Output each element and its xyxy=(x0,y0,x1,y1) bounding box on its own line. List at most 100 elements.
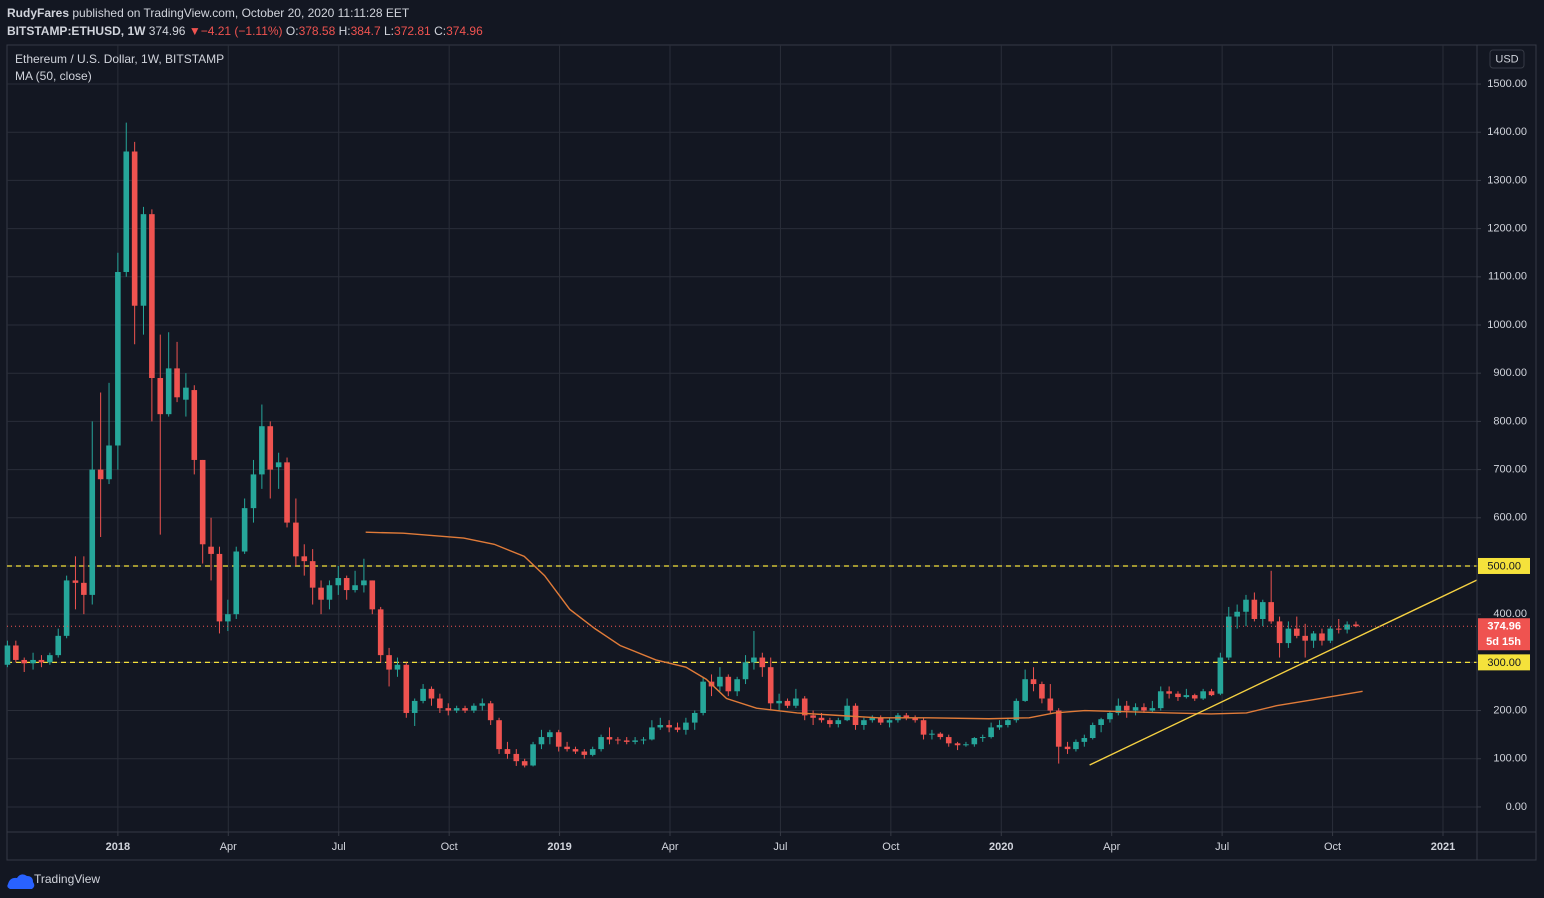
candle-body xyxy=(72,580,79,583)
candle-body xyxy=(208,546,214,554)
brand[interactable]: TradingView xyxy=(34,872,100,886)
plot xyxy=(4,45,1478,832)
level-label: 500.00 xyxy=(1487,560,1521,572)
candle-body xyxy=(1022,679,1028,701)
candle-body xyxy=(504,749,511,754)
candle-body xyxy=(318,587,324,600)
candle-body xyxy=(4,645,11,665)
ma-line xyxy=(365,531,1363,720)
candle-body xyxy=(1183,695,1190,698)
candle-body xyxy=(462,708,468,711)
candle-body xyxy=(47,655,53,663)
candle-body xyxy=(1335,628,1342,630)
candle-body xyxy=(1285,628,1292,644)
candle-body xyxy=(1302,635,1308,641)
candle-body xyxy=(335,578,342,586)
candle-body xyxy=(784,700,791,706)
y-tick-label: 800.00 xyxy=(1493,415,1527,427)
candle-body xyxy=(521,761,528,766)
candle-body xyxy=(852,705,859,726)
header-line: RudyFares published on TradingView.com, … xyxy=(7,4,483,22)
candle-body xyxy=(1200,691,1206,699)
candle-body xyxy=(1293,628,1300,636)
level-label-box xyxy=(1478,557,1530,574)
candle-body xyxy=(1047,698,1054,711)
candle-body xyxy=(301,556,308,562)
x-tick-label: 2020 xyxy=(989,841,1013,853)
candle-body xyxy=(869,717,876,721)
y-tick-label: 1300.00 xyxy=(1487,174,1527,186)
author: RudyFares xyxy=(7,6,70,20)
candle-body xyxy=(564,746,570,750)
x-tick-label: Jul xyxy=(773,841,787,853)
candle-body xyxy=(428,688,435,699)
candle-body xyxy=(361,580,367,586)
currency-button[interactable] xyxy=(1489,49,1525,69)
candle-body xyxy=(547,732,553,738)
candle-body xyxy=(81,582,87,595)
level-label-box xyxy=(1478,654,1530,671)
candle-body xyxy=(912,717,918,721)
last: 374.96 xyxy=(148,24,186,38)
candle-body xyxy=(199,459,206,545)
x-tick-label: 2021 xyxy=(1431,841,1455,853)
level-label: 300.00 xyxy=(1487,657,1521,669)
candle-body xyxy=(903,715,910,718)
x-tick-label: Apr xyxy=(661,841,678,853)
candle-body xyxy=(1039,684,1045,699)
candle-body xyxy=(1073,741,1079,750)
candle-body xyxy=(216,553,223,622)
currency[interactable]: USD xyxy=(1495,53,1518,65)
y-tick-label: 1500.00 xyxy=(1487,78,1527,90)
candle-body xyxy=(63,580,70,636)
candle-body xyxy=(453,708,460,711)
candle-body xyxy=(1234,611,1240,617)
candle-body xyxy=(165,368,172,415)
candle-body xyxy=(1166,691,1172,694)
y-tick-label: 700.00 xyxy=(1493,463,1527,475)
c-label: C: xyxy=(434,24,447,38)
h-label: H: xyxy=(338,24,351,38)
candle-body xyxy=(106,445,112,480)
candle-body xyxy=(1064,746,1071,750)
candle-body xyxy=(988,727,994,738)
candle-body xyxy=(259,426,265,475)
candle-body xyxy=(945,737,952,744)
candle-body xyxy=(1013,700,1020,721)
candle-body xyxy=(30,659,36,664)
candle-body xyxy=(386,655,392,670)
candle-body xyxy=(1123,705,1130,711)
candle-body xyxy=(963,744,969,746)
change: −4.21 (−1.11%) xyxy=(200,24,283,38)
candle-body xyxy=(377,609,384,656)
candle-body xyxy=(538,737,545,745)
y-tick-label: 400.00 xyxy=(1493,608,1527,620)
candle-body xyxy=(767,667,774,704)
candle-body xyxy=(1055,710,1062,747)
candle-body xyxy=(1115,705,1122,713)
y-tick-label: 600.00 xyxy=(1493,512,1527,524)
candle-body xyxy=(131,151,138,306)
logo[interactable] xyxy=(7,874,35,889)
candle-body xyxy=(776,700,782,704)
y-tick-label: 900.00 xyxy=(1493,367,1527,379)
candle-body xyxy=(700,681,706,713)
candle-body xyxy=(937,733,944,738)
candle-body xyxy=(954,743,961,746)
candle-body xyxy=(479,703,486,706)
candle-body xyxy=(250,474,257,509)
candle-body xyxy=(1259,602,1266,619)
candle-body xyxy=(640,739,647,741)
candle-body xyxy=(309,561,316,588)
candle-body xyxy=(801,698,808,716)
candle-body xyxy=(725,676,732,692)
candle-body xyxy=(157,378,164,415)
candle-body xyxy=(1310,633,1317,641)
candle-body xyxy=(496,720,502,750)
y-tick-label: 1000.00 xyxy=(1487,319,1527,331)
low: 372.81 xyxy=(394,24,431,38)
l-label: L: xyxy=(384,24,395,38)
candle-body xyxy=(827,720,833,725)
